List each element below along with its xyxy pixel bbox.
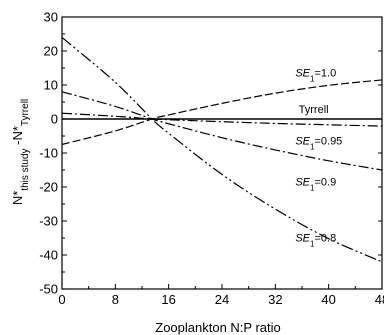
series-line-2	[61, 112, 383, 127]
plot-frame	[61, 16, 383, 290]
series-label-1: SE1=1.0	[295, 68, 336, 84]
series-line-3	[61, 91, 383, 171]
series-label-sub: 1	[310, 239, 315, 248]
series-line-4	[61, 36, 383, 263]
series-label-prefix: SE	[295, 176, 310, 188]
y-tick-label: 0	[51, 112, 58, 127]
y-tick-label: -50	[39, 282, 58, 297]
y-axis-title: N*this study -N*Tyrrell	[10, 99, 31, 205]
y-tick-label: -30	[39, 214, 58, 229]
series-label-sub: 1	[310, 74, 315, 83]
y-tick-label: 10	[44, 78, 58, 93]
y-axis-title-main: N*	[10, 191, 25, 205]
x-axis-title: Zooplankton N:P ratio	[155, 320, 281, 335]
series-label-suffix: =0.9	[314, 176, 336, 188]
series-label-sub: 1	[310, 183, 315, 192]
x-tick-label: 8	[112, 292, 119, 307]
y-tick-label: -20	[39, 180, 58, 195]
series-layer	[61, 36, 383, 263]
y-tick-label: -40	[39, 248, 58, 263]
x-tick-label: 32	[268, 292, 282, 307]
y-axis-title-sub2: Tyrrell	[20, 99, 31, 126]
axes: 0 8 16 24 32 40 48 30 20 10 0 -10 -20 -30 -40 -50	[39, 10, 384, 308]
series-label-2: SE1=0.95	[295, 136, 342, 152]
x-tick-label: 40	[321, 292, 335, 307]
series-label-3: SE1=0.9	[295, 176, 336, 192]
series-label-prefix: SE	[295, 136, 310, 148]
x-tick-label: 48	[375, 292, 384, 307]
series-label-prefix: SE	[295, 68, 310, 80]
series-line-1	[61, 79, 383, 146]
x-tick-label: 16	[161, 292, 175, 307]
x-tick-label: 24	[215, 292, 229, 307]
x-tick-label: 0	[58, 292, 65, 307]
series-label-4: SE1=0.8	[295, 232, 336, 248]
series-label-sub: 1	[310, 142, 315, 151]
series-label-suffix: =0.8	[314, 232, 336, 244]
y-tick-label: 20	[44, 44, 58, 59]
series-label-prefix: SE	[295, 232, 310, 244]
series-label-0: Tyrrell	[299, 104, 329, 116]
series-label-suffix: =0.95	[314, 136, 342, 148]
y-axis-title-sub1: this study	[20, 148, 31, 190]
y-axis-title-mid: -N*	[10, 126, 25, 148]
y-tick-label: -10	[39, 146, 58, 161]
y-tick-label: 30	[44, 10, 58, 25]
series-label-suffix: =1.0	[314, 68, 336, 80]
